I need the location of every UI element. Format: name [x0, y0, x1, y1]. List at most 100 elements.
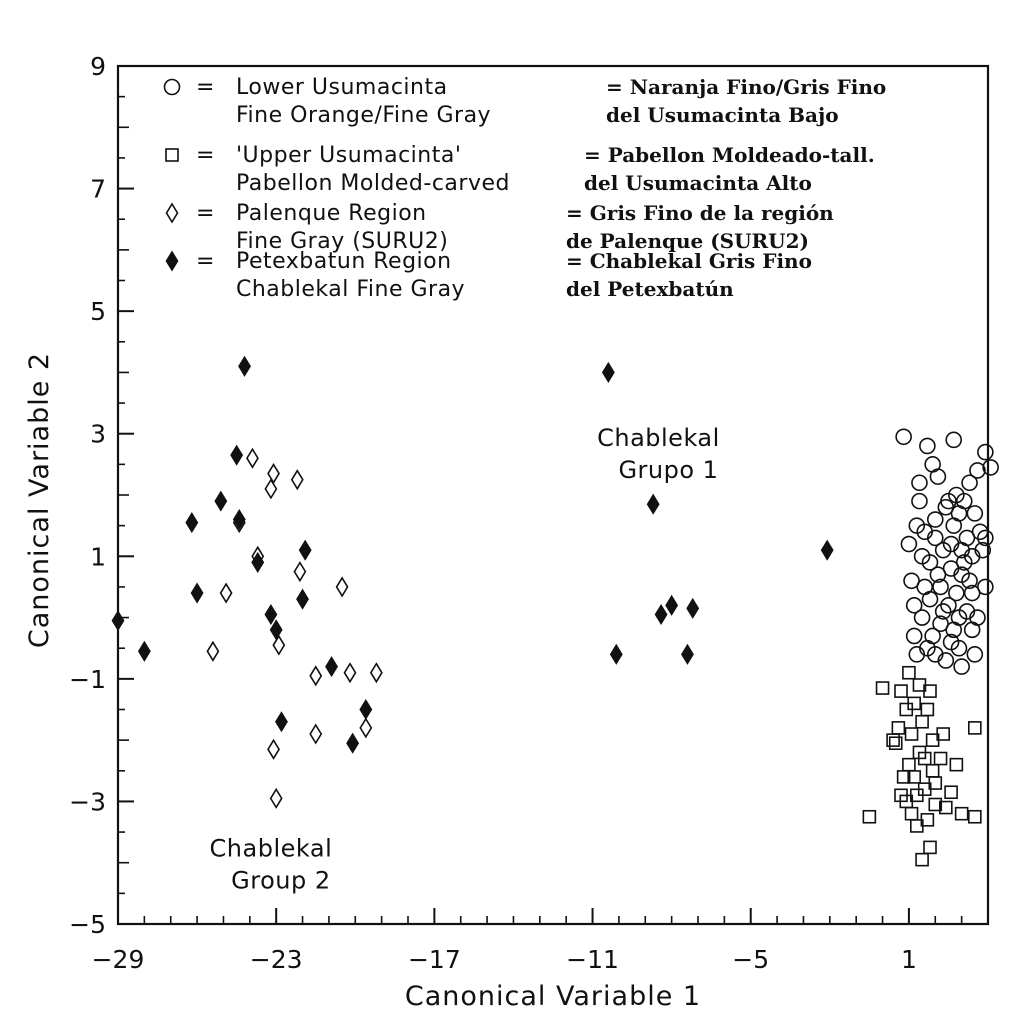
y-tick-label: 1 [90, 542, 106, 571]
point-open-circle [966, 646, 984, 663]
point-open-circle [950, 505, 968, 522]
point-open-circle [942, 535, 960, 553]
point-open-diamond [251, 545, 265, 567]
point-filled-diamond [185, 512, 199, 534]
point-open-square [915, 852, 929, 867]
point-open-diamond [219, 582, 233, 604]
point-open-square [904, 806, 919, 821]
legend-label-es: = Chablekal Gris Fino [566, 249, 812, 273]
y-tick-label: −1 [69, 665, 106, 694]
point-open-diamond [309, 665, 323, 687]
point-filled-diamond [325, 656, 338, 678]
point-open-circle [911, 492, 928, 510]
point-open-square [936, 727, 950, 741]
point-open-circle [908, 517, 926, 534]
point-open-square [949, 757, 964, 772]
point-open-circle [895, 428, 912, 446]
point-open-square [968, 721, 982, 735]
x-tick-label: −11 [566, 945, 619, 974]
point-open-square [862, 809, 877, 824]
point-open-diamond [206, 640, 220, 662]
point-open-circle [929, 566, 947, 583]
point-open-square [899, 702, 914, 717]
point-filled-diamond [251, 551, 265, 573]
y-tick-label: 3 [90, 420, 106, 449]
legend-label-es: del Usumacinta Alto [584, 171, 812, 195]
point-filled-diamond [275, 711, 288, 733]
point-open-square [923, 684, 937, 698]
point-open-circle [905, 627, 923, 645]
point-open-diamond [264, 478, 278, 500]
y-tick-label: 9 [90, 52, 106, 81]
x-tick-label: −5 [732, 945, 769, 974]
point-open-square [907, 770, 921, 784]
y-axis-title: Canonical Variable 2 [24, 352, 55, 648]
point-open-diamond [269, 787, 283, 809]
legend-equals: = [196, 75, 215, 100]
point-filled-diamond [601, 361, 615, 383]
point-open-square [910, 788, 924, 803]
legend-label-es: = Pabellon Moldeado-tall. [584, 143, 875, 167]
point-filled-diamond [681, 643, 694, 665]
point-open-circle [911, 474, 928, 492]
point-open-circle [969, 462, 986, 479]
point-open-diamond [359, 717, 373, 739]
point-open-circle [953, 658, 970, 675]
point-filled-diamond [190, 582, 204, 604]
x-tick-label: −17 [408, 945, 461, 974]
point-open-square [920, 813, 935, 827]
annotations: Chablekal Grupo 1 Chablekal Group 2 [210, 424, 720, 895]
legend-filled-diamond-icon [165, 250, 179, 272]
cluster-annotation: Group 2 [231, 867, 330, 895]
point-filled-diamond [665, 594, 679, 616]
point-filled-diamond [654, 603, 668, 626]
point-open-circle [977, 529, 994, 547]
axis-ticks [117, 65, 989, 925]
point-filled-diamond [346, 732, 360, 754]
y-tick-label: −3 [69, 787, 106, 816]
point-open-square [925, 763, 940, 778]
x-tick-label: −23 [250, 945, 303, 974]
point-open-square [968, 809, 982, 824]
point-filled-diamond [238, 355, 251, 377]
point-open-circle [905, 597, 923, 614]
point-filled-diamond [214, 490, 228, 512]
legend-label-en: Chablekal Fine Gray [236, 277, 465, 302]
point-open-circle [971, 523, 989, 541]
point-open-circle [903, 572, 920, 590]
legend-label-en: Petexbatun Region [236, 249, 452, 274]
point-open-diamond [232, 512, 246, 534]
point-open-square [915, 714, 929, 729]
legend-equals: = [196, 249, 215, 274]
point-open-square [954, 806, 969, 821]
point-open-square [894, 788, 908, 803]
point-open-square [891, 721, 906, 735]
legend-label-en: 'Upper Usumacinta' [236, 143, 461, 168]
point-open-square [920, 702, 935, 717]
point-open-square [902, 757, 916, 772]
point-open-circle [961, 474, 978, 492]
point-filled-diamond [137, 640, 151, 662]
legend-label-en: Pabellon Molded-carved [236, 171, 510, 196]
point-filled-diamond [609, 643, 623, 665]
point-filled-diamond [298, 539, 312, 561]
legend-open-square-icon [165, 148, 179, 162]
point-open-circle [950, 639, 968, 657]
point-open-circle [942, 560, 960, 577]
point-filled-diamond [232, 508, 246, 531]
point-open-circle [963, 584, 981, 602]
y-tick-label: 7 [90, 175, 106, 204]
point-filled-diamond [646, 493, 660, 515]
point-filled-diamond [686, 597, 700, 619]
point-open-circle [913, 609, 931, 626]
point-open-diamond [267, 463, 280, 485]
legend-label-es: = Gris Fino de la región [566, 201, 834, 225]
point-open-circle [977, 443, 994, 461]
point-open-square [894, 684, 908, 698]
point-filled-diamond [230, 444, 244, 466]
x-tick-label: −29 [92, 945, 145, 974]
legend-label-en: Fine Orange/Fine Gray [236, 103, 491, 128]
point-open-diamond [267, 738, 280, 760]
point-open-circle [966, 505, 984, 522]
legend-equals: = [196, 201, 215, 226]
